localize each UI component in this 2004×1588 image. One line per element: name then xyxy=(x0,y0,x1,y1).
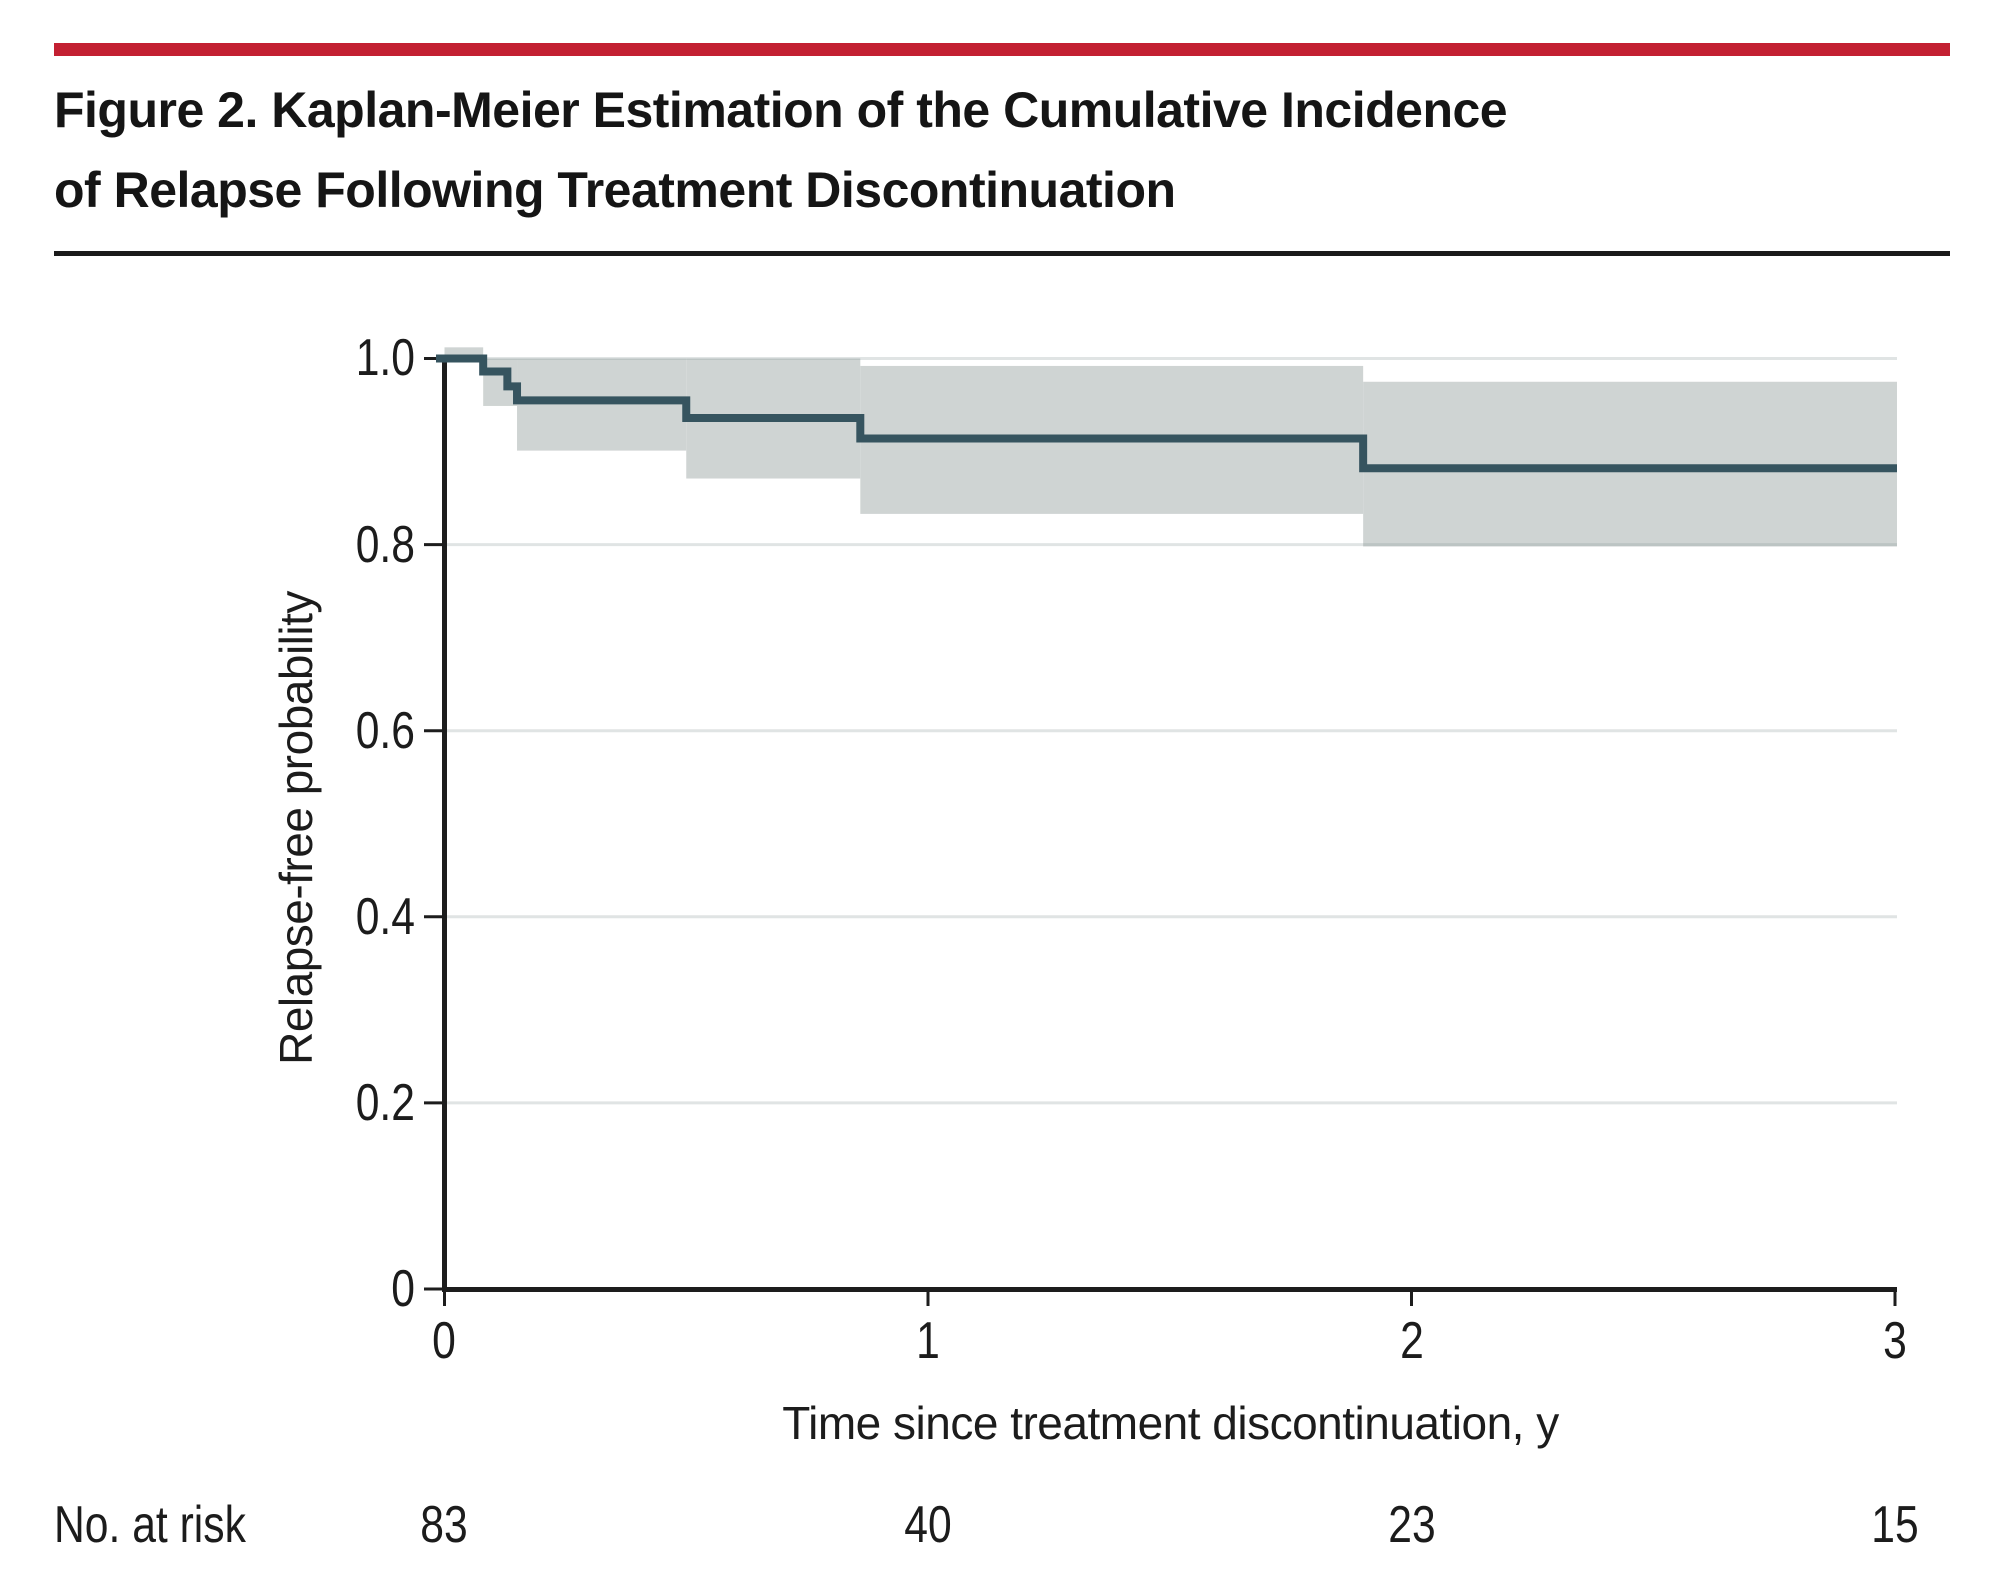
axes-and-ticks xyxy=(424,356,1897,1306)
figure-title-line-1: Figure 2. Kaplan-Meier Estimation of the… xyxy=(54,82,1508,138)
y-tick-label: 0 xyxy=(391,1260,415,1318)
y-axis-title: Relapse-free probability xyxy=(270,591,322,1065)
y-tick-label: 0.6 xyxy=(355,702,415,760)
top-accent-bar xyxy=(54,43,1950,56)
figure-title-line-2: of Relapse Following Treatment Discontin… xyxy=(54,162,1176,218)
gridlines xyxy=(444,357,1897,1105)
risk-count: 83 xyxy=(420,1496,468,1554)
y-tick-label: 0.8 xyxy=(355,516,415,574)
y-tick-label: 1.0 xyxy=(355,329,415,387)
risk-count: 15 xyxy=(1871,1496,1919,1554)
x-tick-label: 3 xyxy=(1883,1312,1907,1370)
figure-title: Figure 2. Kaplan-Meier Estimation of the… xyxy=(54,70,1954,230)
y-tick-label: 0.4 xyxy=(355,888,415,946)
risk-count: 23 xyxy=(1388,1496,1436,1554)
ci-band xyxy=(444,347,1897,547)
x-tick-label: 1 xyxy=(916,1312,940,1370)
risk-table-label: No. at risk xyxy=(54,1496,246,1554)
risk-count: 40 xyxy=(904,1496,952,1554)
x-axis-title: Time since treatment discontinuation, y xyxy=(782,1397,1559,1449)
x-tick-label: 0 xyxy=(432,1312,456,1370)
x-tick-label: 2 xyxy=(1400,1312,1424,1370)
km-curve xyxy=(436,354,1897,473)
y-tick-label: 0.2 xyxy=(355,1074,415,1132)
title-divider-rule xyxy=(54,251,1950,256)
